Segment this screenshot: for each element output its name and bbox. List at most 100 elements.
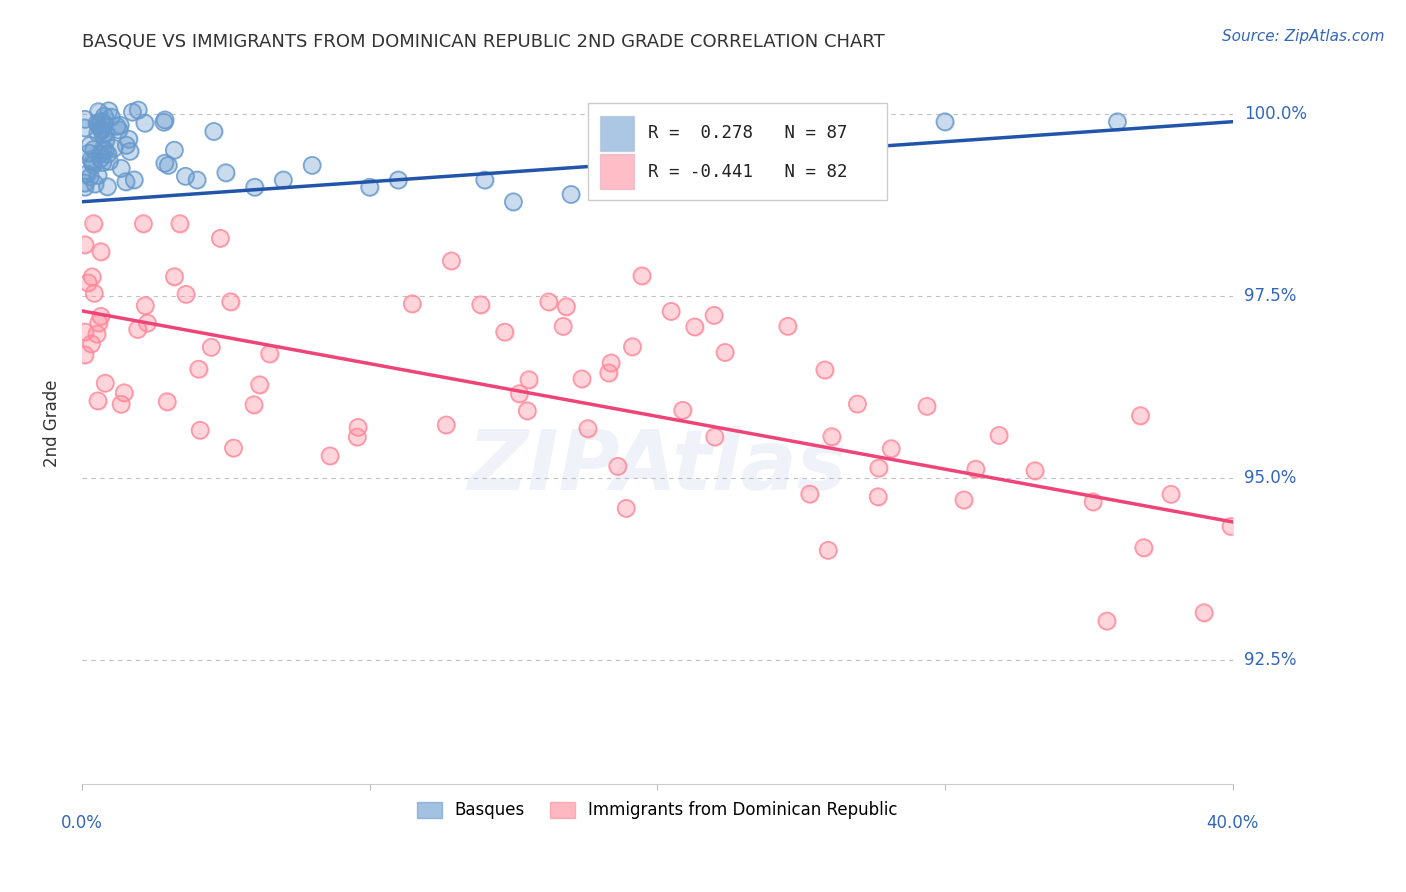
Point xyxy=(516,403,538,417)
Point xyxy=(83,217,105,231)
Point xyxy=(614,501,637,516)
Point xyxy=(846,397,869,411)
Point xyxy=(89,152,111,166)
Point xyxy=(82,158,104,172)
Point xyxy=(259,347,281,361)
Point xyxy=(347,420,370,434)
Point xyxy=(470,298,492,312)
Point xyxy=(117,132,139,146)
Point xyxy=(80,336,103,351)
Point xyxy=(153,112,176,127)
Text: 100.0%: 100.0% xyxy=(1244,105,1306,123)
Point xyxy=(714,345,737,359)
Point xyxy=(560,187,582,202)
Point xyxy=(90,244,112,259)
Point xyxy=(187,362,209,376)
Point xyxy=(82,155,104,169)
Point xyxy=(80,153,103,167)
Point xyxy=(1081,495,1104,509)
Point xyxy=(188,423,211,437)
Point xyxy=(98,154,121,169)
Point xyxy=(136,316,159,330)
Point xyxy=(880,442,903,456)
Point xyxy=(934,114,956,128)
Point xyxy=(103,141,125,155)
Point xyxy=(517,373,540,387)
Point xyxy=(614,501,637,516)
Point xyxy=(132,217,155,231)
Point xyxy=(551,319,574,334)
Text: 92.5%: 92.5% xyxy=(1244,651,1296,669)
Point xyxy=(502,194,524,209)
Point xyxy=(94,133,117,147)
Point xyxy=(219,294,242,309)
Point xyxy=(200,340,222,354)
Bar xyxy=(600,154,634,189)
Text: BASQUE VS IMMIGRANTS FROM DOMINICAN REPUBLIC 2ND GRADE CORRELATION CHART: BASQUE VS IMMIGRANTS FROM DOMINICAN REPU… xyxy=(82,33,884,51)
Point xyxy=(301,158,323,172)
Text: Source: ZipAtlas.com: Source: ZipAtlas.com xyxy=(1222,29,1385,44)
Point xyxy=(169,217,191,231)
Point xyxy=(517,373,540,387)
Point xyxy=(631,268,654,283)
Text: 40.0%: 40.0% xyxy=(1206,814,1258,832)
Point xyxy=(188,423,211,437)
Point xyxy=(127,322,149,336)
Point xyxy=(259,347,281,361)
Point xyxy=(617,173,640,187)
Point xyxy=(243,180,266,194)
Point xyxy=(776,319,799,334)
Point xyxy=(516,403,538,417)
Point xyxy=(560,187,582,202)
Point xyxy=(555,300,578,314)
Point xyxy=(1129,409,1152,423)
Point xyxy=(82,155,104,169)
Point xyxy=(494,325,516,339)
Point xyxy=(346,430,368,444)
Point xyxy=(73,348,96,362)
Point xyxy=(965,462,987,476)
Point xyxy=(776,319,799,334)
Point xyxy=(915,399,938,413)
Point xyxy=(134,298,156,312)
Point xyxy=(77,145,100,160)
Text: 97.5%: 97.5% xyxy=(1244,287,1296,305)
Point xyxy=(94,376,117,391)
Point xyxy=(90,310,112,324)
Point xyxy=(94,376,117,391)
Point xyxy=(271,173,294,187)
Text: 95.0%: 95.0% xyxy=(1244,469,1296,487)
Point xyxy=(105,120,128,134)
Point xyxy=(83,286,105,301)
Point xyxy=(988,428,1011,442)
Point xyxy=(440,253,463,268)
Point xyxy=(73,112,96,127)
Point xyxy=(703,430,725,444)
Point xyxy=(127,322,149,336)
Point xyxy=(97,103,120,118)
Point xyxy=(621,340,644,354)
Point xyxy=(121,105,143,120)
Point xyxy=(114,175,136,189)
Point xyxy=(659,304,682,318)
Point xyxy=(671,403,693,417)
Point xyxy=(1132,541,1154,555)
Point xyxy=(215,166,238,180)
Point xyxy=(163,269,186,284)
Point xyxy=(96,147,118,161)
Point xyxy=(93,116,115,130)
Point xyxy=(508,386,530,401)
Point xyxy=(89,146,111,161)
Point xyxy=(1132,541,1154,555)
Point xyxy=(598,366,620,380)
Point xyxy=(965,462,987,476)
Point xyxy=(202,124,225,138)
Point xyxy=(174,169,197,184)
Point xyxy=(576,421,599,435)
Point xyxy=(87,104,110,119)
Point xyxy=(1024,464,1046,478)
Point xyxy=(953,492,976,507)
Point xyxy=(508,386,530,401)
Point xyxy=(87,169,110,183)
Point xyxy=(80,336,103,351)
